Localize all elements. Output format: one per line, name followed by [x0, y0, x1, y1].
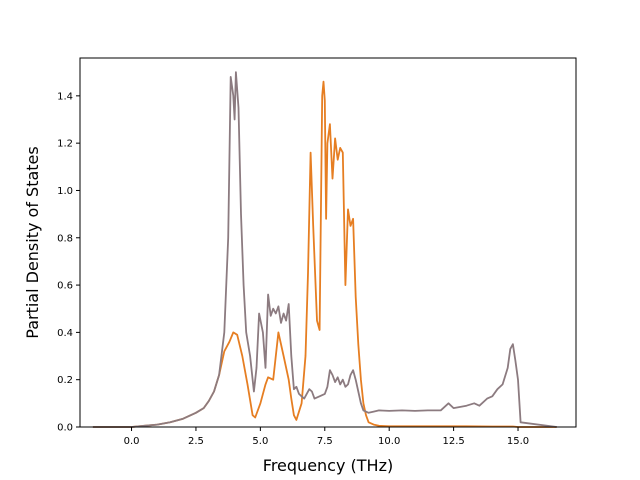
y-tick-label: 0.0: [57, 423, 73, 434]
y-tick-label: 1.4: [57, 91, 73, 102]
series-layer: [92, 71, 557, 428]
y-tick-label: 0.8: [57, 233, 73, 244]
x-tick-label: 2.5: [188, 436, 204, 447]
y-tick-label: 0.2: [57, 375, 73, 386]
x-tick-label: 15.0: [507, 436, 529, 447]
y-tick-label: 1.2: [57, 139, 73, 150]
plot-frame: [79, 57, 577, 428]
series-line-2: [92, 71, 557, 428]
x-tick-label: 7.5: [317, 436, 333, 447]
series-line-1: [92, 80, 557, 428]
y-tick-label: 1.0: [57, 186, 73, 197]
x-axis: 0.0 2.5 5.0 7.5 10.0 12.5 15.0: [124, 427, 529, 447]
x-tick-label: 10.0: [378, 436, 400, 447]
y-tick-label: 0.6: [57, 281, 73, 292]
y-tick-label: 0.4: [57, 328, 73, 339]
x-tick-label: 5.0: [252, 436, 268, 447]
x-axis-label: Frequency (THz): [263, 456, 393, 475]
x-tick-label: 12.5: [442, 436, 464, 447]
y-axis-label: Partial Density of States: [23, 146, 42, 338]
x-tick-label: 0.0: [124, 436, 140, 447]
y-axis: 0.0 0.2 0.4 0.6 0.8 1.0 1.2 1.4: [57, 91, 80, 434]
